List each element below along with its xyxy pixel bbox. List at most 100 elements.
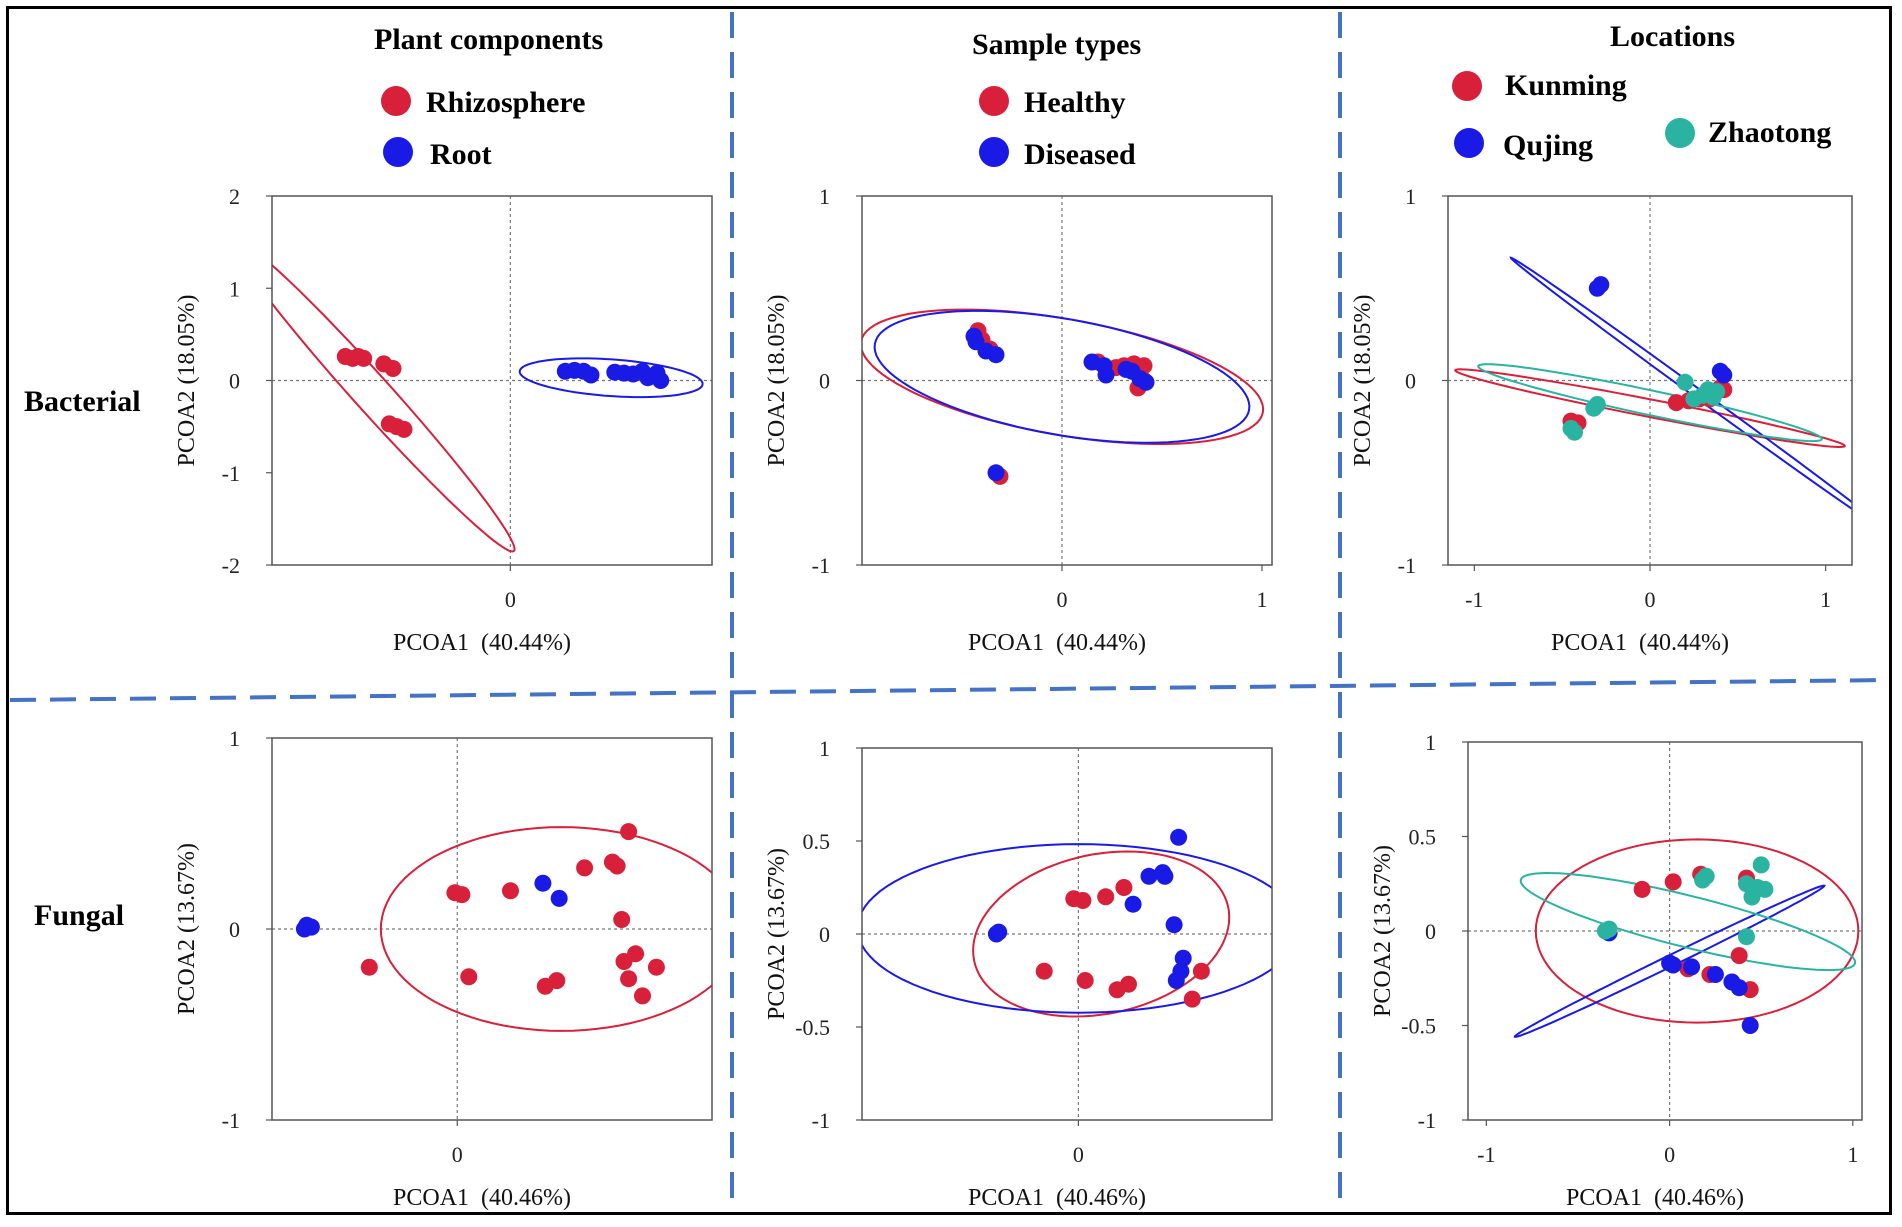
data-point: [1676, 373, 1694, 391]
plot-bacterial-sample-types: -1 0 1 0 1 PCOA1 (40.44%) PCOA2 (18.05%): [764, 184, 1273, 656]
plot-fungal-plant-components: -1 0 1 0 PCOA1 (40.46%) PCOA2 (13.67%): [174, 726, 713, 1211]
y-tick-label: 0.5: [1409, 825, 1437, 850]
data-point: [1170, 828, 1188, 846]
data-point: [1174, 949, 1192, 967]
data-point: [534, 874, 552, 892]
series-root: [295, 874, 568, 938]
x-axis-label: PCOA1 (40.46%): [393, 1185, 571, 1211]
ellipse-zhaotong: [1477, 363, 1823, 443]
data-point: [582, 366, 600, 384]
horizontal-separator: [9, 678, 1893, 702]
x-tick-label: 0: [1073, 1142, 1084, 1167]
plot-bacterial-plant-components: -2 -1 0 1 2 0 PCOA1 (40.44%) PCOA2 (18.05%): [174, 184, 713, 656]
confidence-ellipses: [1513, 838, 1860, 1038]
data-point: [550, 889, 568, 907]
y-tick-label: 1: [819, 184, 830, 209]
data-point: [576, 859, 594, 877]
y-tick-label: 1: [819, 736, 830, 761]
series-root: [556, 361, 670, 389]
data-point: [302, 918, 320, 936]
y-tick-label: 0: [1425, 919, 1436, 944]
y-tick-label: -0.5: [795, 1015, 830, 1040]
data-point: [1097, 888, 1115, 906]
y-tick-label: -2: [222, 553, 240, 578]
legend-label-rhizosphere: Rhizosphere: [426, 86, 585, 119]
data-point: [502, 882, 519, 900]
data-point: [1738, 928, 1755, 946]
data-point: [1156, 867, 1174, 885]
legend-marker-healthy: [979, 86, 1009, 116]
data-point: [1756, 880, 1774, 898]
legend-label-kunming: Kunming: [1505, 69, 1627, 102]
y-tick-label: 0: [229, 917, 240, 942]
data-point: [1124, 895, 1142, 913]
x-tick-label: 0: [1057, 587, 1068, 612]
data-point: [987, 346, 1005, 364]
legend-marker-zhaotong: [1665, 118, 1695, 148]
data-point: [634, 987, 651, 1005]
data-point: [1183, 990, 1201, 1008]
legend-title: Locations: [1610, 20, 1735, 53]
data-point: [1140, 867, 1158, 885]
series-healthy: [1035, 879, 1210, 1008]
confidence-ellipses: [1453, 256, 1852, 511]
data-point: [1035, 962, 1053, 980]
data-point: [453, 886, 471, 904]
data-point: [987, 464, 1005, 482]
data-point: [613, 911, 631, 928]
y-tick-label: 1: [229, 276, 240, 301]
data-point: [1120, 975, 1137, 993]
y-axis-label: PCOA2 (18.05%): [174, 295, 200, 467]
data-point: [548, 972, 566, 990]
data-point: [1165, 916, 1183, 934]
y-tick-label: -1: [222, 1108, 240, 1133]
data-point: [1664, 956, 1682, 974]
row-label-fungal: Fungal: [34, 899, 124, 932]
y-tick-label: 0.5: [803, 829, 831, 854]
data-point: [384, 360, 402, 377]
data-point: [608, 857, 626, 875]
y-axis-label: PCOA2 (13.67%): [1370, 845, 1396, 1017]
data-point: [1074, 892, 1092, 909]
legend-plant-components: Plant components Rhizosphere Root: [374, 23, 603, 171]
series-diseased: [965, 327, 1155, 482]
y-tick-label: -1: [1398, 553, 1416, 578]
x-tick-label: 0: [1664, 1142, 1675, 1167]
data-point: [360, 958, 378, 976]
series-zhaotong: [1596, 856, 1774, 946]
data-point: [1715, 366, 1733, 384]
legend-marker-qujing: [1454, 128, 1484, 158]
x-axis-label: PCOA1 (40.46%): [1566, 1185, 1744, 1211]
x-tick-label: 0: [452, 1142, 463, 1167]
x-axis-label: PCOA1 (40.44%): [1551, 630, 1729, 656]
ellipse-kunming: [1534, 838, 1860, 1024]
y-axis-label: PCOA2 (13.67%): [174, 843, 200, 1015]
y-tick-label: 0: [229, 369, 240, 394]
series-rhizosphere: [360, 823, 665, 1005]
y-tick-label: -1: [1418, 1108, 1436, 1133]
x-axis-label: PCOA1 (40.46%): [968, 1185, 1146, 1211]
legend-marker-rhizosphere: [381, 86, 411, 116]
legend-locations: Locations Kunming Qujing Zhaotong: [1452, 20, 1831, 162]
y-tick-label: 0: [819, 369, 830, 394]
data-point: [1706, 966, 1724, 983]
data-point: [1076, 972, 1094, 989]
ellipse-rhizosphere: [379, 826, 712, 1032]
data-point: [620, 823, 638, 841]
data-point: [1592, 276, 1610, 294]
ellipse-diseased: [873, 309, 1251, 444]
x-axis-label: PCOA1 (40.44%): [968, 630, 1146, 656]
series-rhizosphere: [336, 348, 413, 438]
data-point: [990, 923, 1008, 941]
y-tick-label: 1: [229, 726, 240, 751]
y-axis-label: PCOA2 (13.67%): [764, 848, 790, 1020]
ellipse-healthy: [862, 308, 1265, 445]
y-tick-label: 1: [1425, 730, 1436, 755]
legend-label-healthy: Healthy: [1024, 86, 1126, 119]
data-point: [1683, 958, 1701, 976]
legend-marker-diseased: [979, 137, 1009, 167]
ellipse-qujing: [1509, 256, 1852, 511]
data-point: [460, 968, 478, 986]
data-point: [1694, 871, 1712, 889]
ellipse-rhizosphere: [272, 263, 516, 553]
